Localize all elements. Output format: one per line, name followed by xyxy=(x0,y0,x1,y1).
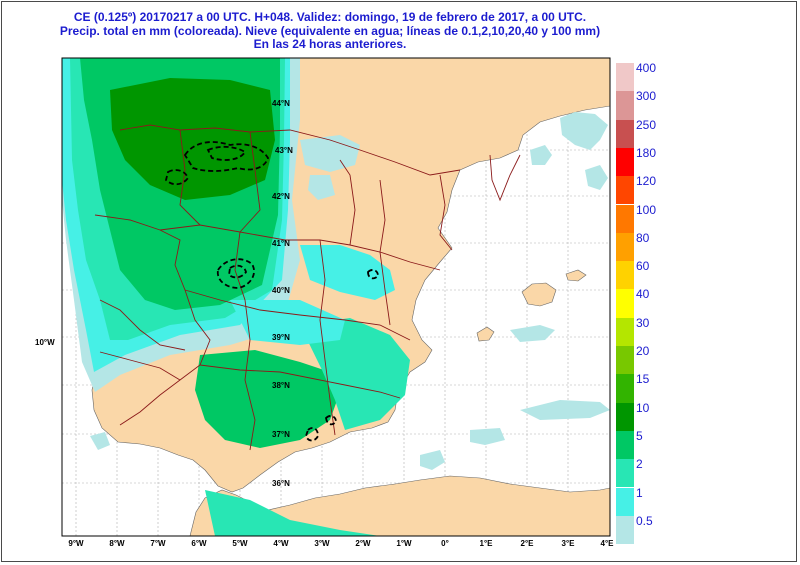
legend-swatch xyxy=(616,402,634,431)
lon-label-1e: 1°E xyxy=(480,539,494,548)
legend-label: 40 xyxy=(636,287,650,302)
lon-label-2e: 2°E xyxy=(521,539,535,548)
lon-label-4w: 4°W xyxy=(273,539,289,548)
left-lon-label: 10°W xyxy=(35,338,55,347)
ibiza-land xyxy=(476,326,495,342)
lat-label-41: 41°N xyxy=(272,239,290,248)
latitude-labels: 44°N 43°N 42°N 41°N 40°N 39°N 38°N 37°N … xyxy=(272,99,293,488)
lon-label-2w: 2°W xyxy=(355,539,371,548)
title-line-1: CE (0.125º) 20170217 a 00 UTC. H+048. Va… xyxy=(73,10,587,24)
legend-swatch xyxy=(616,515,634,545)
legend-label: 1 xyxy=(636,485,643,500)
lat-label-42: 42°N xyxy=(272,192,290,201)
precipitation-fill xyxy=(62,58,610,536)
title-line-3: En las 24 horas anteriores. xyxy=(253,37,407,51)
lat-label-40: 40°N xyxy=(272,286,290,295)
legend-swatch xyxy=(616,147,634,177)
legend-label: 30 xyxy=(636,315,650,330)
plot-border xyxy=(61,57,611,537)
lat-label-38: 38°N xyxy=(272,381,290,390)
legend-label: 100 xyxy=(636,202,657,217)
legend-swatch xyxy=(616,317,634,346)
legend-swatch xyxy=(616,91,634,120)
legend-label: 15 xyxy=(636,372,650,387)
lon-label-8w: 8°W xyxy=(109,539,125,548)
lon-label-1w: 1°W xyxy=(396,539,412,548)
legend-label: 5 xyxy=(636,428,643,443)
legend-swatch xyxy=(616,289,634,318)
legend-label: 180 xyxy=(636,145,657,160)
legend-label: 80 xyxy=(636,230,650,245)
legend-swatch xyxy=(616,261,634,290)
lon-label-3w: 3°W xyxy=(314,539,330,548)
legend-swatch xyxy=(616,176,634,205)
lat-label-39: 39°N xyxy=(272,333,290,342)
menorca-land xyxy=(565,269,587,282)
lon-label-9w: 9°W xyxy=(68,539,84,548)
legend-label: 400 xyxy=(636,61,657,75)
legend-swatch xyxy=(616,374,634,403)
lon-label-3e: 3°E xyxy=(562,539,576,548)
legend-swatch xyxy=(616,430,634,460)
lon-label-4e: 4°E xyxy=(601,539,615,548)
lon-label-0: 0° xyxy=(441,539,449,548)
title-line-2: Precip. total en mm (coloreada). Nieve (… xyxy=(59,23,601,38)
legend-swatch xyxy=(616,232,634,262)
legend-label: 0.5 xyxy=(636,513,653,528)
snow-contours xyxy=(165,141,379,442)
map-title: CE (0.125º) 20170217 a 00 UTC. H+048. Va… xyxy=(0,10,660,52)
legend-swatch xyxy=(616,63,634,92)
lon-label-7w: 7°W xyxy=(150,539,166,548)
longitude-labels: 9°W 8°W 7°W 6°W 5°W 4°W 3°W 2°W 1°W 0° 1… xyxy=(68,539,614,548)
lat-label-44: 44°N xyxy=(272,99,290,108)
lon-label-5w: 5°W xyxy=(232,539,248,548)
lat-label-37: 37°N xyxy=(272,430,290,439)
legend-label: 120 xyxy=(636,174,657,189)
legend-swatch xyxy=(616,119,634,148)
legend-swatch xyxy=(616,204,634,233)
lon-label-6w: 6°W xyxy=(191,539,207,548)
legend-label: 2 xyxy=(636,457,643,472)
legend-label: 300 xyxy=(636,89,657,104)
lat-label-43: 43°N xyxy=(275,146,293,155)
legend-label: 250 xyxy=(636,117,657,132)
legend-swatch xyxy=(616,346,634,375)
administrative-borders xyxy=(94,124,521,451)
legend-swatch xyxy=(616,487,634,516)
legend-swatch xyxy=(616,459,634,488)
lat-label-36: 36°N xyxy=(272,479,290,488)
legend-label: 60 xyxy=(636,259,650,274)
legend-label: 20 xyxy=(636,344,650,358)
legend-label: 10 xyxy=(636,400,650,415)
mallorca-land xyxy=(521,282,557,307)
